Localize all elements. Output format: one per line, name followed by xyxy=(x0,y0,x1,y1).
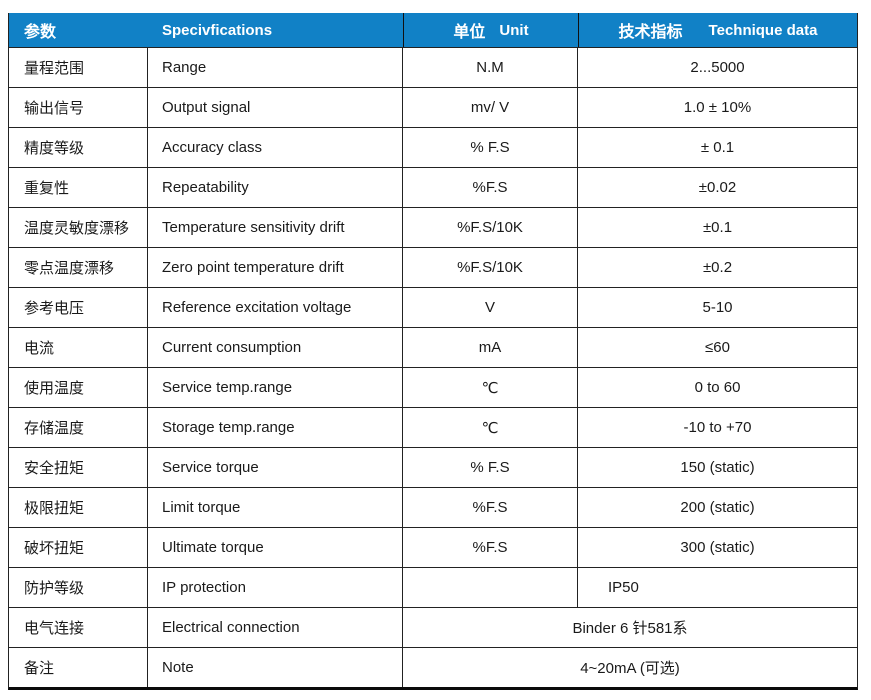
spec-cell: Temperature sensitivity drift xyxy=(148,208,403,247)
param-cell: 极限扭矩 xyxy=(9,488,148,527)
merged-value-cell: 4~20mA (可选) xyxy=(580,660,680,677)
unit-cell: %F.S xyxy=(403,488,578,527)
param-cell: 精度等级 xyxy=(9,128,148,167)
spec-cell: Storage temp.range xyxy=(148,408,403,447)
table-row: 精度等级 Accuracy class% F.S ± 0.1 xyxy=(9,127,857,167)
unit-cell: % F.S xyxy=(403,448,578,487)
table-row: 安全扭矩 Service torque% F.S 150 (static) xyxy=(9,447,857,487)
header-specifications-label: Specivfications xyxy=(162,21,273,39)
spec-cell: Zero point temperature drift xyxy=(148,248,403,287)
unit-cell: % F.S xyxy=(403,128,578,167)
unit-cell: N.M xyxy=(403,48,578,87)
param-cell: 使用温度 xyxy=(9,368,148,407)
value-cell: ± 0.1 xyxy=(700,139,735,156)
spec-cell: Accuracy class xyxy=(148,128,403,167)
table-row: 重复性 Repeatability %F.S ±0.02 xyxy=(9,167,857,207)
spec-cell: Service torque xyxy=(148,448,403,487)
param-cell: 量程范围 xyxy=(9,48,148,87)
value-cell: 150 (static) xyxy=(680,459,755,476)
table-row: 输出信号 Output signal mv/ V 1.0 ± 10% xyxy=(9,87,857,127)
unit-cell: mA xyxy=(403,328,578,367)
unit-cell xyxy=(403,568,578,607)
spec-cell: Repeatability xyxy=(148,168,403,207)
header-technique-data: 技术指标 Technique data xyxy=(578,13,857,47)
header-technique-cn-label: 技术指标 xyxy=(618,24,683,41)
param-cell: 防护等级 xyxy=(9,568,148,607)
spec-cell: Limit torque xyxy=(148,488,403,527)
param-cell: 安全扭矩 xyxy=(9,448,148,487)
param-cell: 电气连接 xyxy=(9,608,148,647)
value-cell: 1.0 ± 10% xyxy=(683,99,752,116)
spec-cell: Reference excitation voltage xyxy=(148,288,403,327)
table-row: 温度灵敏度漂移 Temperature sensitivity drift %F.S… xyxy=(9,207,857,247)
table-row: 防护等级 IP protection IP50 xyxy=(9,567,857,607)
param-cell: 存储温度 xyxy=(9,408,148,447)
header-unit-en-label: Unit xyxy=(499,21,529,39)
value-cell: 5-10 xyxy=(702,299,733,316)
spec-cell: Current consumption xyxy=(148,328,403,367)
spec-table: 参数 Specivfications 单位 Unit 技术指标 Techniqu… xyxy=(8,13,858,690)
table-row: 电流 Current consumption mA ≤60 xyxy=(9,327,857,367)
param-cell: 电流 xyxy=(9,328,148,367)
value-cell: 0 to 60 xyxy=(694,379,741,396)
value-cell: ±0.2 xyxy=(702,259,733,276)
unit-cell: mv/ V xyxy=(403,88,578,127)
param-cell: 参考电压 xyxy=(9,288,148,327)
param-cell: 重复性 xyxy=(9,168,148,207)
spec-cell: Range xyxy=(148,48,403,87)
table-header-row: 参数 Specivfications 单位 Unit 技术指标 Techniqu… xyxy=(9,13,857,47)
spec-cell: Ultimate torque xyxy=(148,528,403,567)
unit-cell: %F.S xyxy=(403,528,578,567)
spec-cell: IP protection xyxy=(148,568,403,607)
header-specifications: Specivfications xyxy=(148,13,403,47)
param-cell: 输出信号 xyxy=(9,88,148,127)
value-cell: IP50 xyxy=(608,579,639,596)
table-row: 零点温度漂移 Zero point temperature drift %F.S/1… xyxy=(9,247,857,287)
spec-cell: Output signal xyxy=(148,88,403,127)
table-body: 量程范围 Range N.M 2...5000 输出信号 Output signal mv/… xyxy=(9,47,857,687)
param-cell: 零点温度漂移 xyxy=(9,248,148,287)
spec-cell: Note xyxy=(148,648,403,687)
value-cell: ±0.1 xyxy=(702,219,733,236)
table-row: 极限扭矩 Limit torque %F.S 200 (static) xyxy=(9,487,857,527)
table-row: 使用温度 Service temp.range ℃ 0 to 60 xyxy=(9,367,857,407)
unit-cell: %F.S/10K xyxy=(403,208,578,247)
merged-value-cell: Binder 6 针581系 xyxy=(572,620,688,637)
unit-cell: V xyxy=(403,288,578,327)
param-cell: 备注 xyxy=(9,648,148,687)
header-unit-cn-label: 单位 xyxy=(453,24,486,41)
header-param-label: 参数 xyxy=(24,24,57,41)
table-row: 备注 Note 4~20mA (可选) xyxy=(9,647,857,687)
param-cell: 破坏扭矩 xyxy=(9,528,148,567)
spec-cell: Service temp.range xyxy=(148,368,403,407)
unit-cell: %F.S/10K xyxy=(403,248,578,287)
header-technique-en-label: Technique data xyxy=(708,21,818,39)
value-cell: 2...5000 xyxy=(690,59,745,76)
table-row: 破坏扭矩 Ultimate torque %F.S 300 (static) xyxy=(9,527,857,567)
table-row: 参考电压 Reference excitation voltage V 5-10 xyxy=(9,287,857,327)
unit-cell: %F.S xyxy=(403,168,578,207)
unit-cell: ℃ xyxy=(403,408,578,447)
header-param: 参数 xyxy=(9,13,148,47)
param-cell: 温度灵敏度漂移 xyxy=(9,208,148,247)
spec-cell: Electrical connection xyxy=(148,608,403,647)
table-row: 存储温度 Storage temp.range ℃ -10 to +70 xyxy=(9,407,857,447)
table-row: 量程范围 Range N.M 2...5000 xyxy=(9,47,857,87)
unit-cell: ℃ xyxy=(403,368,578,407)
value-cell: -10 to +70 xyxy=(683,419,752,436)
table-row: 电气连接 Electrical connection Binder 6 针581系 xyxy=(9,607,857,647)
value-cell: ±0.02 xyxy=(698,179,737,196)
value-cell: 300 (static) xyxy=(680,539,755,556)
value-cell: ≤60 xyxy=(705,339,730,356)
value-cell: 200 (static) xyxy=(680,499,755,516)
header-unit: 单位 Unit xyxy=(403,13,578,47)
